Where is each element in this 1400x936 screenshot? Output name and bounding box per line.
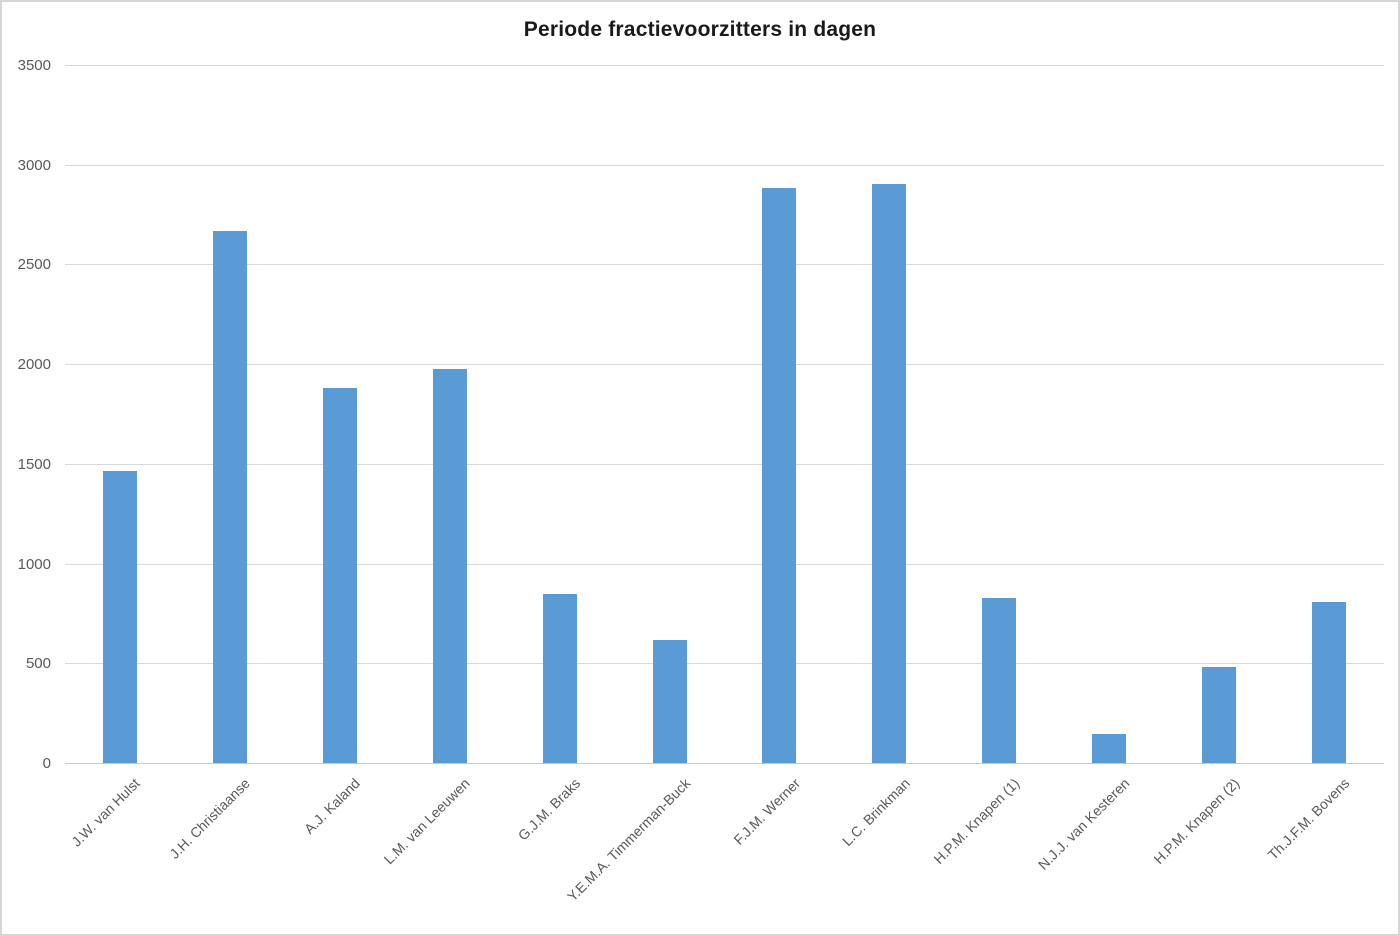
y-gridline (65, 65, 1384, 66)
x-category-label: J.H. Christiaanse (166, 775, 254, 862)
x-category-label: J.W. van Hulst (68, 775, 144, 850)
x-axis-line (65, 763, 1384, 764)
bar-8 (872, 183, 907, 763)
y-tick-label: 500 (25, 655, 51, 673)
bar-3 (322, 388, 357, 763)
y-gridline (65, 164, 1384, 166)
x-category-label: A.J. Kaland (301, 775, 364, 837)
chart-title: Periode fractievoorzitters in dagen (523, 18, 877, 41)
x-category-label: G.J.M. Braks (514, 775, 583, 844)
x-category-label: L.C. Brinkman (838, 775, 913, 850)
y-tick-label: 2500 (17, 256, 51, 274)
bar-5 (542, 594, 577, 763)
y-tick-label: 0 (42, 755, 51, 772)
y-gridline (65, 264, 1384, 266)
bar-1 (102, 470, 137, 763)
bar-9 (982, 598, 1017, 763)
bar-12 (1312, 602, 1347, 763)
y-tick-label: 1000 (17, 555, 51, 573)
bar-11 (1202, 667, 1237, 763)
y-gridline (65, 563, 1384, 565)
y-tick-label: 3000 (17, 156, 51, 174)
x-category-label: H.P.M. Knapen (2) (1150, 775, 1243, 868)
y-gridline (65, 463, 1384, 465)
y-tick-label: 1500 (17, 455, 51, 473)
y-gridline (65, 663, 1384, 665)
y-gridline (65, 364, 1384, 366)
bar-2 (212, 230, 247, 763)
x-category-label: L.M. van Leeuwen (380, 775, 474, 868)
bar-7 (762, 187, 797, 763)
plot-area: 0 500 1000 1500 2000 2500 3000 3500 J.W. van Hul… (18, 58, 1384, 904)
x-category-label: F.J.M. Werner (730, 775, 803, 848)
x-category-label: N.J.J. van Kesteren (1034, 775, 1133, 873)
x-category-label: Th.J.F.M. Bovens (1264, 775, 1353, 863)
y-tick-label: 3500 (17, 57, 51, 74)
x-category-label: H.P.M. Knapen (1) (930, 775, 1023, 868)
y-tick-label: 2000 (17, 356, 51, 374)
bar-10 (1092, 734, 1127, 763)
bar-6 (652, 640, 687, 763)
bar-4 (432, 369, 467, 763)
x-category-label: Y.E.M.A. Timmerman-Buck (563, 775, 693, 905)
